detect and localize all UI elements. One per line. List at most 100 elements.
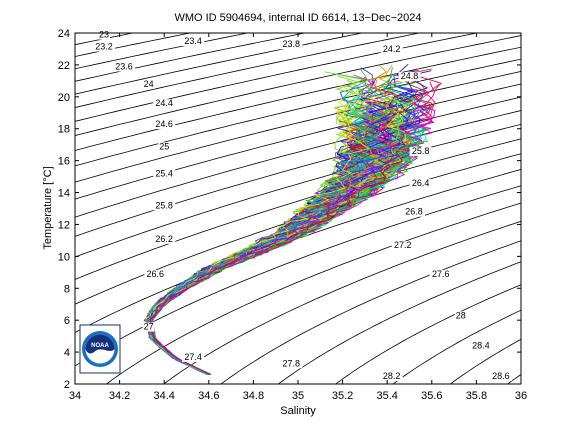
x-tick-label: 34 xyxy=(69,390,81,402)
isopycnal-label-bg xyxy=(153,99,176,109)
isopycnal-line xyxy=(163,220,521,384)
profile-lines xyxy=(143,63,443,375)
isopycnal-label-bg xyxy=(380,44,403,54)
isopycnal-label: 26.2 xyxy=(155,234,173,244)
y-tick-label: 2 xyxy=(64,379,70,391)
isopycnal-label: 23 xyxy=(99,30,109,40)
isopycnal-label: 24.8 xyxy=(401,71,419,81)
isopycnal-line xyxy=(75,35,521,136)
isopycnal-line xyxy=(449,338,521,384)
isopycnal-line xyxy=(75,46,521,151)
y-tick-label: 18 xyxy=(58,124,70,136)
isopycnal-label: 25.4 xyxy=(155,168,173,178)
y-tick-label: 12 xyxy=(58,219,70,231)
isopycnal-label-bg xyxy=(142,322,155,332)
isopycnal-line xyxy=(75,33,422,108)
isopycnal-label: 26.8 xyxy=(405,207,423,217)
logo-text: NOAA xyxy=(91,343,109,349)
profile-line xyxy=(151,73,443,375)
isopycnal-line xyxy=(392,309,521,384)
isopycnal-label: 27.2 xyxy=(394,240,412,250)
isopycnal-line xyxy=(105,202,521,384)
isopycnal-label-bg xyxy=(182,36,205,46)
logo-bird-shape xyxy=(85,334,115,354)
isopycnal-label: 28.6 xyxy=(492,371,510,381)
isopycnal-label: 28.4 xyxy=(472,341,490,351)
isopycnal-label-bg xyxy=(402,207,425,217)
isopycnal-label-bg xyxy=(429,269,452,279)
isopycnal-line xyxy=(335,284,521,384)
x-tick-label: 35.2 xyxy=(332,390,353,402)
isopycnal-label-bg xyxy=(280,40,303,50)
isopycnal-label-bg xyxy=(409,178,432,188)
isopycnal-label-bg xyxy=(182,352,205,362)
isopycnal-label-bg xyxy=(153,119,176,129)
isopycnal-label-bg xyxy=(409,147,432,157)
y-tick-label: 4 xyxy=(64,347,70,359)
y-tick-label: 22 xyxy=(58,60,70,72)
isopycnal-line xyxy=(75,96,521,218)
isopycnal-label-bg xyxy=(153,234,176,244)
x-tick-label: 36 xyxy=(515,390,527,402)
isopycnal-label-bg xyxy=(142,80,155,90)
x-axis-label: Salinity xyxy=(280,405,316,417)
isopycnal-label-bg xyxy=(92,42,115,52)
isopycnal-label-bg xyxy=(454,311,467,321)
y-axis-label: Temperature [°C] xyxy=(42,166,54,249)
isopycnal-line xyxy=(75,110,521,237)
isopycnal-contours xyxy=(75,33,521,384)
x-tick-label: 34.2 xyxy=(109,390,130,402)
y-tick-label: 10 xyxy=(58,251,70,263)
isopycnal-label-bg xyxy=(489,372,512,382)
isopycnal-line xyxy=(277,261,521,384)
isopycnal-label: 23.4 xyxy=(184,36,202,46)
isopycnal-label: 28.2 xyxy=(383,371,401,381)
plot-frame xyxy=(74,32,522,385)
x-axis-ticks: 34 34.2 34.4 34.6 34.8 35 35.2 35.4 35.6 35.8 36 xyxy=(69,33,527,402)
y-tick-label: 6 xyxy=(64,315,70,327)
isopycnal-label-bg xyxy=(153,201,176,211)
isopycnal-label: 27.4 xyxy=(184,352,202,362)
noaa-logo: NOAA xyxy=(79,324,121,374)
isopycnal-line xyxy=(75,71,521,183)
isopycnal-label: 26.6 xyxy=(147,269,165,279)
isopycnal-line xyxy=(75,123,521,258)
y-tick-label: 16 xyxy=(58,156,70,168)
isopycnal-label: 27.6 xyxy=(432,269,450,279)
x-tick-label: 35 xyxy=(292,390,304,402)
isopycnal-label-bg xyxy=(469,341,492,351)
isopycnal-label: 26.4 xyxy=(412,178,430,188)
x-tick-label: 35.8 xyxy=(466,390,487,402)
isopycnal-line xyxy=(75,58,521,167)
y-tick-label: 8 xyxy=(64,283,70,295)
isopycnal-label-bg xyxy=(398,72,421,82)
isopycnal-line xyxy=(220,240,521,384)
isopycnal-label: 25 xyxy=(159,141,169,151)
isopycnal-label: 27.8 xyxy=(283,358,301,368)
y-tick-label: 20 xyxy=(58,92,70,104)
isopycnal-label: 28 xyxy=(456,310,466,320)
isopycnal-label: 25.8 xyxy=(412,146,430,156)
isopycnal-label-bg xyxy=(153,169,176,179)
isopycnal-label: 27 xyxy=(144,322,154,332)
profile-line xyxy=(145,153,370,375)
isopycnal-label: 25.8 xyxy=(155,200,173,210)
x-tick-label: 34.4 xyxy=(153,390,174,402)
isopycnal-label-bg xyxy=(113,62,136,72)
isopycnal-line xyxy=(75,83,521,200)
isopycnal-label-bg xyxy=(391,241,414,251)
x-tick-label: 34.6 xyxy=(198,390,219,402)
isopycnal-label: 23.2 xyxy=(95,42,113,52)
isopycnal-label-bg xyxy=(158,142,171,152)
isopycnal-label: 24 xyxy=(144,79,154,89)
y-tick-label: 14 xyxy=(58,188,70,200)
isopycnal-label: 24.6 xyxy=(155,119,173,129)
isopycnal-label-bg xyxy=(380,372,403,382)
x-tick-label: 35.6 xyxy=(421,390,442,402)
isopycnal-line xyxy=(75,33,479,122)
isopycnal-labels: 23 23.2 23.4 23.6 23.8 24 24.2 24.4 24.6 24.8 25 25… xyxy=(92,30,512,382)
isopycnal-label-bg xyxy=(280,359,303,369)
isopycnal-label: 24.2 xyxy=(383,44,401,54)
chart-title: WMO ID 5904694, internal ID 6614, 13−Dec… xyxy=(174,12,421,24)
